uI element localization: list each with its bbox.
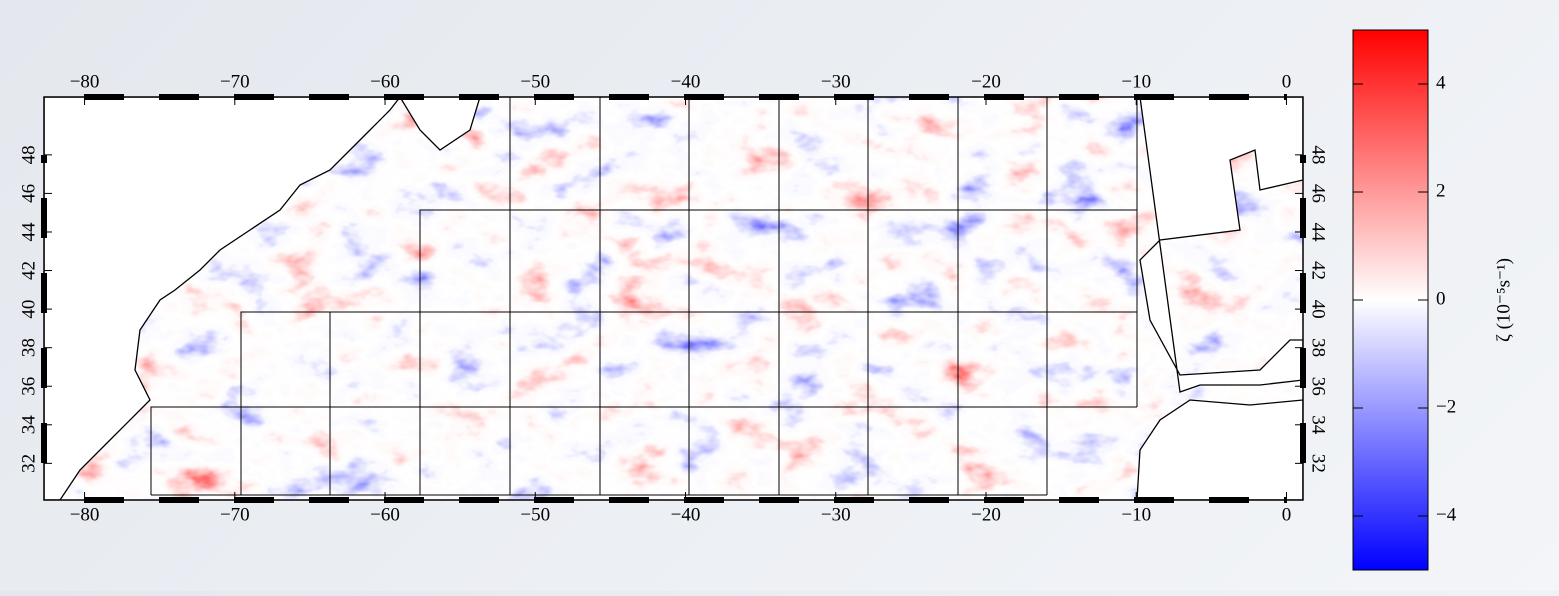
x-tick-label: −20: [971, 504, 1001, 525]
y-tick-label: 40: [1308, 300, 1329, 319]
north-america: [44, 97, 401, 500]
y-tick-label: 48: [18, 145, 39, 164]
x-tick-label: −40: [671, 71, 701, 92]
colorbar-label: ζ (10⁻⁵s⁻¹): [1493, 258, 1514, 342]
colorbar: [1352, 29, 1429, 571]
y-tick-label: 44: [1308, 222, 1329, 242]
y-tick-label: 38: [18, 338, 39, 357]
y-tick-label: 36: [18, 377, 39, 396]
y-tick-label: 38: [1308, 338, 1329, 357]
x-tick-label: −50: [520, 71, 550, 92]
x-tick-label: 0: [1282, 504, 1292, 525]
x-tick-label: 0: [1282, 71, 1292, 92]
x-tick-label: −40: [671, 504, 701, 525]
y-tick-label: 42: [1308, 261, 1329, 280]
land: [44, 97, 1303, 500]
y-tick-label: 46: [1308, 184, 1329, 203]
colorbar-tick-label: −2: [1436, 396, 1456, 417]
colorbar-tick-label: 4: [1436, 72, 1446, 93]
y-tick-label: 48: [1308, 145, 1329, 164]
x-tick-label: −80: [70, 71, 100, 92]
y-tick-label: 46: [18, 184, 39, 203]
colorbar-tick-label: 0: [1436, 288, 1446, 309]
y-tick-label: 34: [1308, 415, 1329, 435]
analysis-boxes: [150, 96, 1138, 496]
colorbar-tick-label: −4: [1436, 504, 1457, 525]
x-tick-label: −70: [220, 71, 250, 92]
y-tick-label: 32: [1308, 454, 1329, 473]
y-tick-label: 44: [18, 222, 39, 242]
x-tick-label: −60: [370, 504, 400, 525]
x-tick-label: −30: [821, 504, 851, 525]
x-tick-label: −20: [971, 71, 1001, 92]
newfoundland: [399, 97, 481, 151]
x-tick-label: −80: [70, 504, 100, 525]
x-tick-label: −50: [520, 504, 550, 525]
box-line: [150, 406, 1137, 495]
colorbar-tick-label: 2: [1436, 180, 1446, 201]
x-tick-label: −70: [220, 504, 250, 525]
europe: [1139, 97, 1303, 393]
y-tick-label: 40: [18, 300, 39, 319]
y-tick-label: 32: [18, 454, 39, 473]
box-line: [419, 209, 1137, 495]
africa: [1136, 399, 1303, 500]
y-tick-label: 34: [18, 415, 39, 435]
y-tick-label: 36: [1308, 377, 1329, 396]
x-tick-label: −30: [821, 71, 851, 92]
x-tick-label: −10: [1121, 71, 1151, 92]
y-tick-label: 42: [18, 261, 39, 280]
x-tick-label: −60: [370, 71, 400, 92]
x-tick-label: −10: [1121, 504, 1151, 525]
